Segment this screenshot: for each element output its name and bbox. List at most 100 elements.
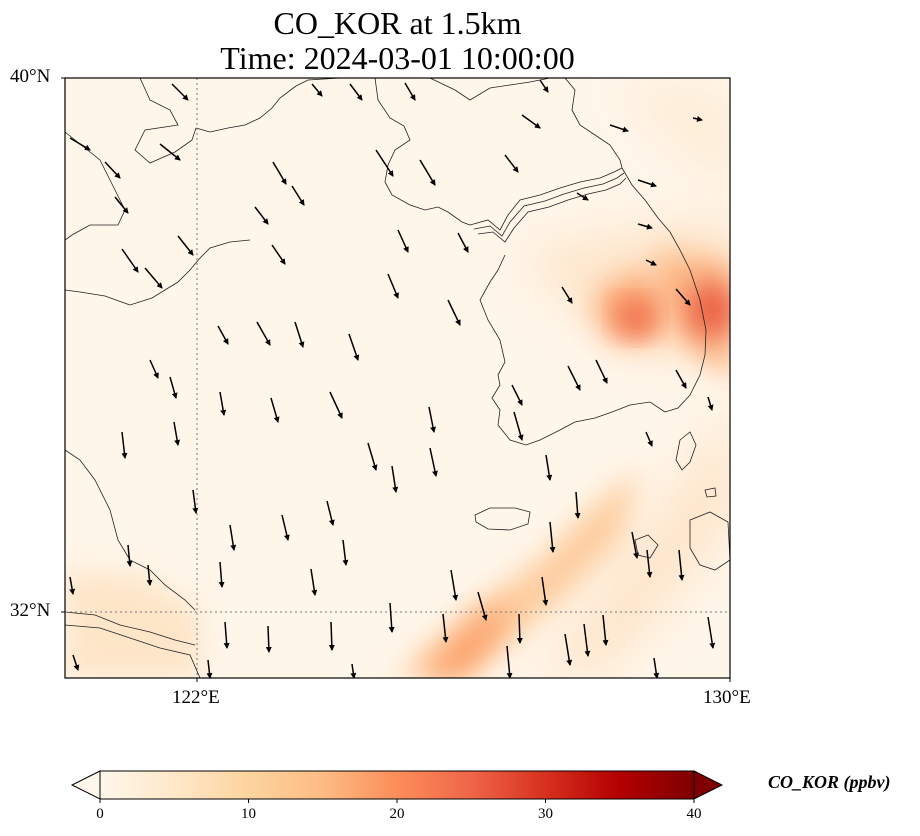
- lon-tick-122e: 122°E: [172, 687, 220, 708]
- wind-arrow: [121, 248, 139, 273]
- wind-arrow: [146, 564, 153, 586]
- wind-arrow: [375, 149, 394, 177]
- wind-arrow: [574, 491, 581, 519]
- wind-arrow: [281, 514, 290, 541]
- wind-arrow: [121, 431, 128, 459]
- map-subtitle-time: Time: 2024-03-01 10:00:00: [220, 40, 575, 76]
- wind-arrow: [419, 159, 436, 186]
- colorbar-tick-30: 30: [538, 806, 553, 822]
- wind-arrow: [223, 621, 230, 649]
- wind-arrow: [271, 244, 286, 265]
- wind-arrow: [192, 489, 199, 514]
- colorbar: [70, 770, 724, 803]
- wind-arrow: [69, 576, 76, 595]
- wind-arrow: [114, 196, 129, 214]
- wind-arrow: [692, 115, 703, 122]
- wind-arrow: [521, 114, 541, 129]
- wind-arrow: [206, 659, 213, 678]
- lat-tick-40n: 40°N: [10, 66, 51, 87]
- wind-arrow: [217, 325, 229, 345]
- map-area: [65, 78, 730, 678]
- wind-vectors: [69, 79, 716, 678]
- wind-arrow: [511, 384, 523, 406]
- wind-arrow: [254, 206, 269, 225]
- wind-arrow: [549, 521, 556, 553]
- wind-arrow: [506, 645, 513, 678]
- map-frame: [64, 77, 731, 679]
- wind-arrow: [678, 549, 685, 581]
- wind-arrow: [349, 83, 363, 101]
- wind-arrow: [457, 232, 469, 253]
- wind-arrow: [429, 447, 438, 477]
- wind-arrow: [387, 273, 399, 299]
- wind-arrow: [428, 406, 436, 433]
- wind-arrow: [404, 82, 416, 101]
- wind-arrow: [397, 229, 409, 253]
- wind-arrow: [450, 569, 459, 601]
- wind-arrow: [310, 568, 318, 596]
- wind-arrow: [561, 286, 573, 304]
- wind-arrow: [265, 625, 272, 653]
- wind-arrow: [326, 500, 335, 526]
- wind-arrow: [631, 531, 640, 559]
- wind-arrow: [367, 442, 378, 471]
- wind-arrow: [218, 561, 225, 588]
- wind-arrow: [104, 161, 121, 179]
- wind-arrow: [516, 613, 523, 644]
- wind-arrow: [350, 663, 357, 678]
- wind-arrow: [342, 539, 349, 566]
- lon-tick-130e: 130°E: [703, 687, 751, 708]
- wind-arrow: [171, 83, 189, 101]
- colorbar-tick-40: 40: [686, 806, 702, 822]
- wind-arrow: [675, 288, 691, 306]
- wind-arrow: [256, 321, 271, 346]
- wind-arrow: [294, 321, 305, 348]
- colorbar-tick-0: 0: [96, 806, 104, 822]
- wind-arrow: [637, 223, 653, 230]
- wind-arrow: [564, 633, 573, 666]
- wind-arrow: [388, 602, 395, 633]
- wind-arrow: [541, 576, 549, 606]
- wind-arrow: [272, 161, 287, 185]
- wind-arrow: [539, 79, 549, 93]
- wind-arrow: [447, 299, 461, 326]
- colorbar-max-extend: [693, 770, 724, 800]
- wind-arrow: [72, 654, 80, 671]
- wind-arrow: [637, 179, 657, 188]
- wind-arrow: [645, 259, 657, 266]
- wind-arrow: [169, 376, 178, 399]
- lat-tick-32n: 32°N: [10, 600, 51, 621]
- wind-arrow: [504, 154, 519, 173]
- wind-arrow: [173, 421, 181, 446]
- wind-arrow: [609, 124, 629, 133]
- wind-arrow: [69, 137, 91, 151]
- wind-arrow: [270, 397, 280, 423]
- wind-arrow: [149, 359, 159, 379]
- colorbar-tick-20: 20: [389, 806, 405, 822]
- wind-arrow: [545, 454, 553, 481]
- wind-arrow: [391, 465, 399, 493]
- wind-arrow: [477, 591, 488, 621]
- wind-arrow: [442, 613, 449, 643]
- wind-arrow: [707, 616, 716, 649]
- wind-arrow: [675, 369, 687, 389]
- wind-arrow: [646, 549, 653, 578]
- wind-arrow: [311, 83, 323, 97]
- wind-arrow: [177, 235, 194, 256]
- wind-arrow: [513, 411, 524, 441]
- wind-arrow: [645, 431, 653, 447]
- colorbar-min-extend: [70, 770, 101, 800]
- wind-arrow: [653, 657, 660, 678]
- wind-arrow: [144, 267, 163, 289]
- wind-arrow: [567, 365, 581, 391]
- wind-arrow: [602, 614, 609, 646]
- gridlines: [65, 78, 730, 678]
- wind-arrow: [348, 333, 360, 361]
- wind-arrow: [576, 192, 589, 201]
- wind-arrow: [583, 623, 591, 657]
- colorbar-tick-10: 10: [241, 806, 256, 822]
- wind-arrow: [595, 359, 608, 384]
- wind-arrow: [291, 185, 305, 206]
- wind-arrow: [219, 391, 227, 416]
